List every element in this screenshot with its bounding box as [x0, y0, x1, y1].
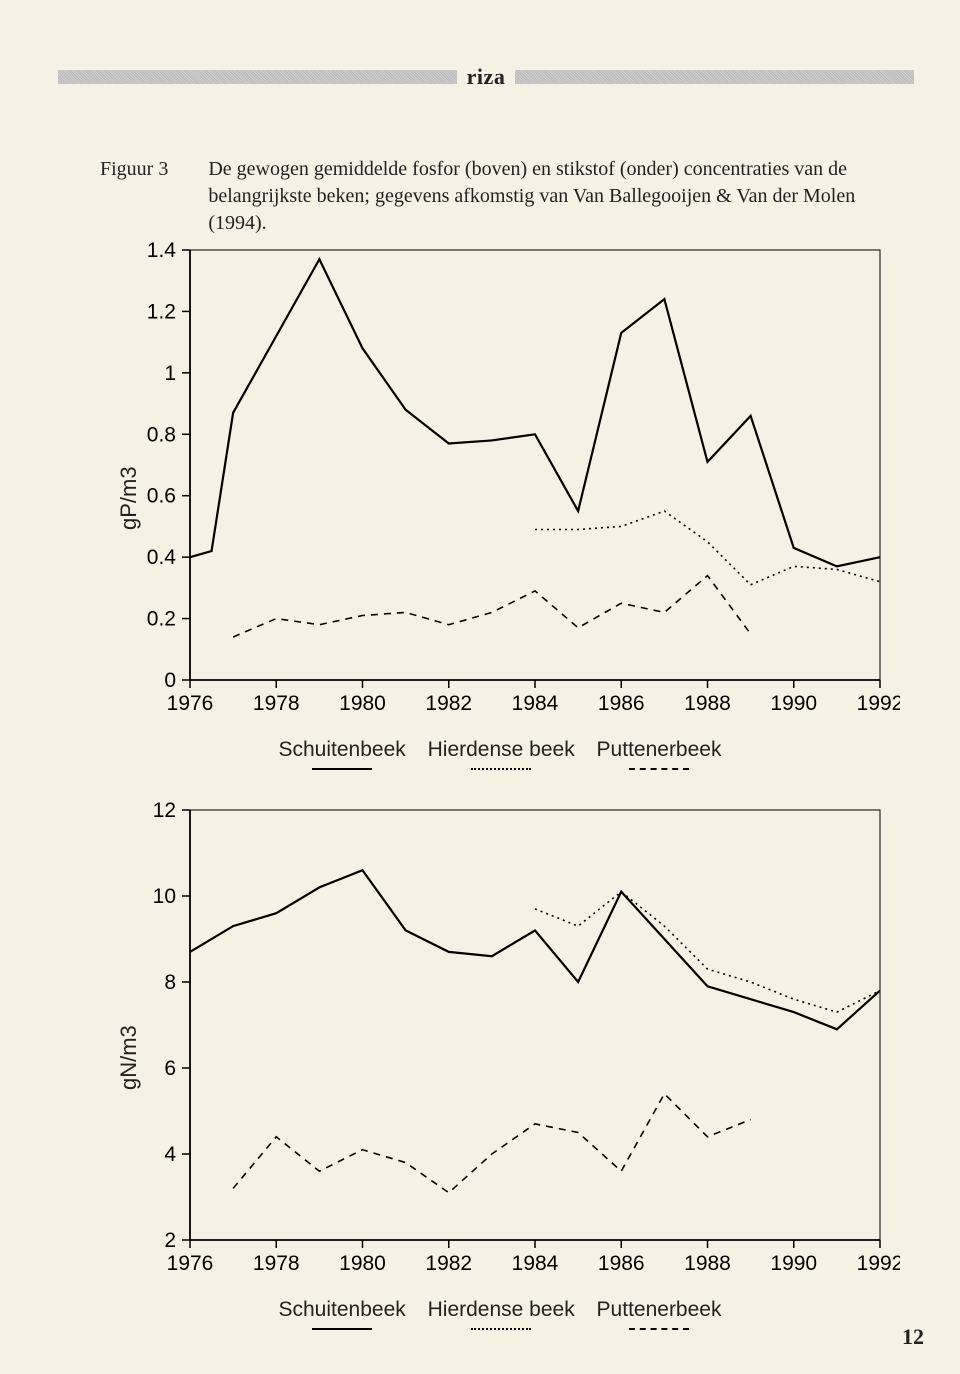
svg-text:0.8: 0.8 [147, 423, 176, 446]
chart-nitrogen: gN/m3 2 4 6 8 10 12 1976 1978 1980 1982 1984 1986 19… [100, 800, 900, 1322]
legend-item-hierdense: Hierdense beek [420, 1298, 583, 1322]
svg-text:1988: 1988 [684, 1252, 731, 1275]
svg-text:1990: 1990 [770, 692, 817, 715]
svg-text:1: 1 [164, 362, 176, 385]
legend-label: Hierdense beek [428, 1298, 575, 1321]
svg-text:2: 2 [164, 1229, 176, 1252]
svg-text:0.4: 0.4 [147, 546, 177, 569]
chart-phosphor-svg: 0 0.2 0.4 0.6 0.8 1 1.2 1.4 1976 1978 1980 1982 1984… [100, 240, 900, 730]
svg-text:1988: 1988 [684, 692, 731, 715]
svg-text:1976: 1976 [167, 692, 214, 715]
page-number: 12 [902, 1324, 924, 1350]
chart-nitrogen-legend: Schuitenbeek Hierdense beek Puttenerbeek [100, 1298, 900, 1322]
svg-text:0.2: 0.2 [147, 608, 176, 631]
svg-text:1992: 1992 [857, 1252, 900, 1275]
legend-underline-dotted [471, 1325, 531, 1330]
document-page: riza Figuur 3 De gewogen gemiddelde fosf… [0, 0, 960, 1374]
header-bar-left [58, 70, 457, 84]
figure-heading: Figuur 3 De gewogen gemiddelde fosfor (b… [100, 156, 884, 237]
legend-item-puttener: Puttenerbeek [589, 1298, 730, 1322]
header-bar: riza [58, 68, 914, 86]
svg-text:1986: 1986 [598, 692, 645, 715]
svg-text:1.2: 1.2 [147, 300, 176, 323]
chart-nitrogen-ylabel: gN/m3 [116, 1025, 142, 1090]
svg-text:4: 4 [164, 1143, 176, 1166]
legend-item-hierdense: Hierdense beek [420, 738, 583, 762]
svg-text:1984: 1984 [512, 692, 559, 715]
legend-underline-dashed [629, 1325, 689, 1330]
legend-label: Schuitenbeek [279, 738, 406, 761]
svg-text:1.4: 1.4 [147, 240, 177, 262]
svg-text:1980: 1980 [339, 692, 386, 715]
legend-item-puttener: Puttenerbeek [589, 738, 730, 762]
legend-underline-solid [312, 765, 372, 770]
svg-text:12: 12 [153, 800, 176, 822]
chart-phosphor-legend: Schuitenbeek Hierdense beek Puttenerbeek [100, 738, 900, 762]
svg-text:1984: 1984 [512, 1252, 559, 1275]
figure-caption: De gewogen gemiddelde fosfor (boven) en … [208, 156, 884, 237]
svg-text:10: 10 [153, 885, 176, 908]
legend-underline-dashed [629, 765, 689, 770]
svg-text:1982: 1982 [425, 1252, 472, 1275]
legend-label: Puttenerbeek [597, 738, 722, 761]
svg-text:0.6: 0.6 [147, 485, 176, 508]
svg-text:1992: 1992 [857, 692, 900, 715]
svg-text:8: 8 [164, 971, 176, 994]
svg-text:1990: 1990 [770, 1252, 817, 1275]
legend-underline-solid [312, 1325, 372, 1330]
chart-nitrogen-svg: 2 4 6 8 10 12 1976 1978 1980 1982 1984 1986 1988 1990… [100, 800, 900, 1290]
svg-text:6: 6 [164, 1057, 176, 1080]
svg-text:1978: 1978 [253, 692, 300, 715]
svg-text:1982: 1982 [425, 692, 472, 715]
legend-label: Hierdense beek [428, 738, 575, 761]
svg-text:0: 0 [164, 669, 176, 692]
legend-item-schuitenbeek: Schuitenbeek [271, 1298, 414, 1322]
legend-item-schuitenbeek: Schuitenbeek [271, 738, 414, 762]
legend-underline-dotted [471, 765, 531, 770]
header-title: riza [457, 64, 516, 90]
figure-label: Figuur 3 [100, 156, 168, 237]
svg-text:1978: 1978 [253, 1252, 300, 1275]
chart-phosphor-ylabel: gP/m3 [116, 466, 142, 530]
legend-label: Puttenerbeek [597, 1298, 722, 1321]
legend-label: Schuitenbeek [279, 1298, 406, 1321]
chart-phosphor: gP/m3 0 0.2 0.4 0.6 0.8 1 1.2 1.4 1976 1978 1980 19… [100, 240, 900, 762]
svg-text:1976: 1976 [167, 1252, 214, 1275]
figure-block: Figuur 3 De gewogen gemiddelde fosfor (b… [100, 156, 884, 237]
svg-text:1980: 1980 [339, 1252, 386, 1275]
svg-text:1986: 1986 [598, 1252, 645, 1275]
header-bar-right [515, 70, 914, 84]
